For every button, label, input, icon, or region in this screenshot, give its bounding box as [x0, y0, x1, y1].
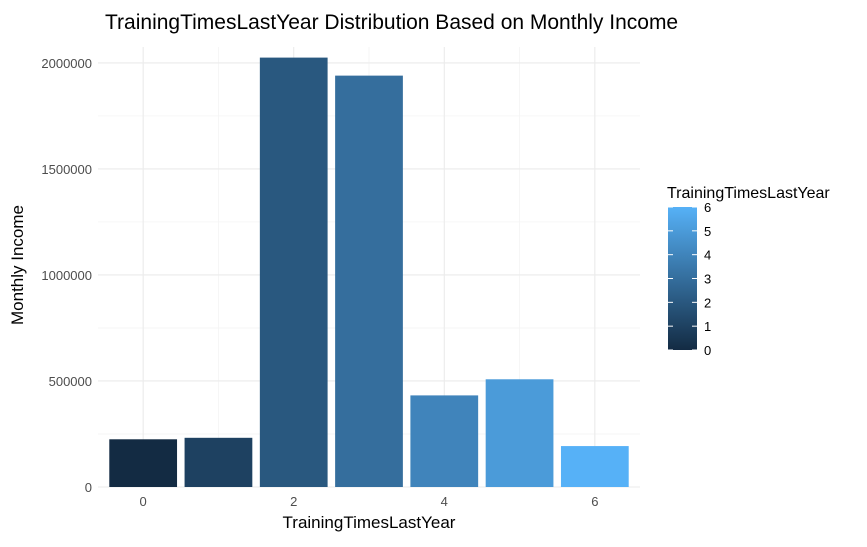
legend-label: 6: [704, 200, 711, 215]
bar-0: [109, 439, 178, 487]
bar-3: [335, 75, 403, 488]
bar-5: [485, 379, 554, 487]
legend-label: 3: [704, 272, 711, 287]
x-axis-ticks: 0 2 4 6: [140, 494, 599, 509]
bar-1: [184, 437, 253, 487]
x-tick-label: 6: [591, 494, 598, 509]
chart-title: TrainingTimesLastYear Distribution Based…: [105, 11, 678, 34]
x-tick-label: 0: [140, 494, 147, 509]
y-tick-label: 0: [85, 480, 92, 495]
legend-label: 4: [704, 248, 711, 263]
legend-ticks: 6 5 4 3 2 1 0: [668, 200, 711, 358]
legend-label: 2: [704, 295, 711, 310]
y-tick-label: 500000: [49, 374, 92, 389]
y-tick-label: 2000000: [41, 56, 92, 71]
bar-2: [259, 57, 328, 487]
y-tick-label: 1500000: [41, 162, 92, 177]
x-axis-title: TrainingTimesLastYear: [283, 513, 456, 532]
bars: [109, 57, 629, 488]
x-tick-label: 4: [441, 494, 448, 509]
bar-6: [560, 446, 629, 487]
legend-label: 5: [704, 224, 711, 239]
legend-title: TrainingTimesLastYear: [667, 185, 830, 202]
legend: TrainingTimesLastYear 6 5 4 3 2 1 0: [667, 185, 830, 358]
y-tick-label: 1000000: [41, 268, 92, 283]
y-axis-title: Monthly Income: [8, 205, 27, 325]
legend-label: 0: [704, 343, 711, 358]
x-tick-label: 2: [290, 494, 297, 509]
bar-4: [410, 395, 479, 487]
legend-label: 1: [704, 319, 711, 334]
y-axis-ticks: 0 500000 1000000 1500000 2000000: [41, 56, 92, 495]
